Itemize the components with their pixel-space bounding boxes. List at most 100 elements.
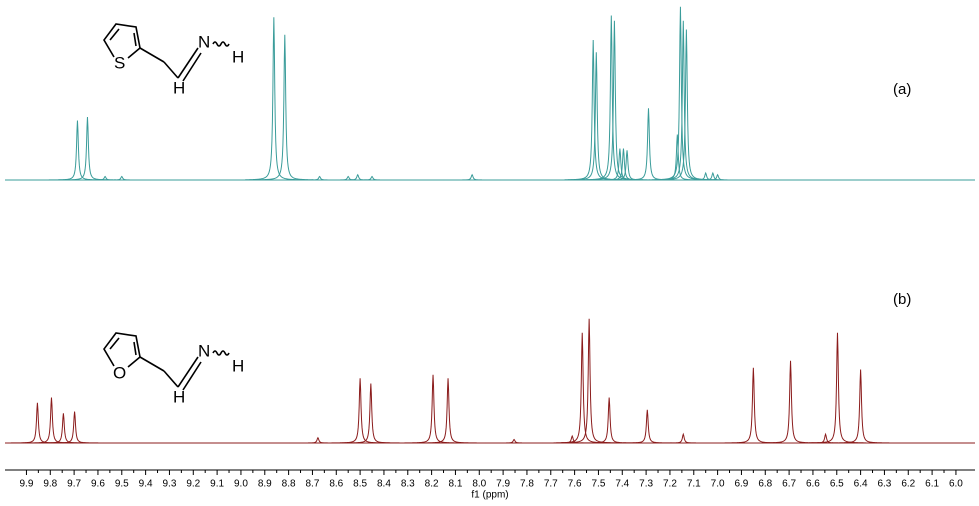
wavy-bond (212, 41, 230, 47)
x-tick-label: 9.3 (162, 479, 176, 490)
x-tick-label: 7.4 (615, 479, 629, 490)
peak (48, 120, 107, 181)
x-tick-label: 6.7 (782, 479, 796, 490)
x-tick-label: 8.2 (425, 479, 439, 490)
x-tick-label: 7.2 (663, 479, 677, 490)
peak (22, 397, 81, 444)
x-tick-label: 7.7 (544, 479, 558, 490)
atom: O (113, 363, 126, 382)
peak (329, 173, 387, 181)
x-tick-label: 6.5 (830, 479, 844, 490)
x-tick-label: 9.0 (234, 479, 248, 490)
peak (598, 150, 656, 181)
x-tick-label: 9.2 (186, 479, 200, 490)
x-tick-label: 6.1 (925, 479, 939, 490)
x-tick-label: 9.7 (67, 479, 81, 490)
bond (177, 356, 199, 388)
bond (177, 47, 199, 79)
double-bond (133, 341, 137, 356)
peak (761, 360, 820, 444)
atom: N (198, 341, 210, 360)
x-tick-label: 6.9 (734, 479, 748, 490)
peak (831, 369, 890, 444)
x-tick-label: 8.3 (401, 479, 415, 490)
double-bond (109, 337, 120, 350)
ring-bond (127, 356, 141, 368)
x-tick-label: 7.3 (639, 479, 653, 490)
x-tick-label: 8.0 (472, 479, 486, 490)
peak (404, 374, 462, 444)
series-label: (b) (893, 291, 911, 308)
x-axis-label: f1 (ppm) (471, 490, 508, 501)
x-tick-label: 9.1 (210, 479, 224, 490)
peak (808, 332, 867, 444)
atom: H (232, 356, 244, 375)
x-tick-label: 7.0 (711, 479, 725, 490)
wavy-bond (212, 350, 230, 356)
peak (343, 175, 401, 181)
atom: H (173, 78, 185, 97)
x-tick-label: 8.5 (353, 479, 367, 490)
peak (58, 116, 117, 181)
x-tick-label: 7.6 (568, 479, 582, 490)
peak (245, 17, 303, 181)
peak (553, 332, 611, 444)
atom: S (114, 53, 125, 72)
x-tick-label: 9.5 (115, 479, 129, 490)
peak (594, 148, 653, 181)
ring-bond (127, 47, 141, 59)
x-tick-label: 7.9 (496, 479, 510, 490)
atom: H (173, 387, 185, 406)
x-tick-label: 9.6 (91, 479, 105, 490)
peak (724, 367, 782, 444)
double-bond (182, 52, 202, 82)
double-bond (133, 32, 137, 47)
peak (331, 378, 389, 444)
x-tick-label: 8.8 (282, 479, 296, 490)
double-bond (182, 361, 202, 391)
peak (689, 173, 747, 181)
peak (443, 173, 501, 181)
bond (139, 47, 165, 63)
x-tick-label: 6.3 (877, 479, 891, 490)
x-tick-label: 6.8 (758, 479, 772, 490)
atom: H (232, 47, 244, 66)
peak (289, 436, 347, 444)
peak (8, 402, 67, 444)
peak (93, 175, 151, 181)
x-tick-label: 6.6 (806, 479, 820, 490)
x-tick-label: 8.7 (305, 479, 319, 490)
ring-bond (103, 332, 141, 367)
ring-bond (103, 23, 141, 58)
x-tick-label: 8.9 (258, 479, 272, 490)
structure-a: S N H H (103, 23, 244, 97)
peak (580, 397, 638, 444)
peak (34, 413, 92, 444)
peak (618, 409, 676, 444)
peak (342, 383, 400, 444)
x-tick-label: 9.9 (19, 479, 33, 490)
bond (163, 370, 179, 388)
x-tick-label: 8.1 (448, 479, 462, 490)
peak (560, 318, 618, 444)
series-label: (a) (893, 81, 911, 98)
peak (419, 378, 477, 444)
atom: N (198, 32, 210, 51)
x-tick-label: 6.0 (949, 479, 963, 490)
x-tick-label: 6.2 (901, 479, 915, 490)
peak (591, 148, 649, 181)
x-tick-label: 9.8 (43, 479, 57, 490)
x-tick-label: 7.1 (687, 479, 701, 490)
x-tick-label: 8.6 (329, 479, 343, 490)
x-tick-label: 6.4 (854, 479, 868, 490)
peak (256, 34, 314, 181)
bond (163, 61, 179, 79)
x-tick-label: 8.4 (377, 479, 391, 490)
structure-b: O N H H (103, 332, 244, 406)
bond (139, 356, 165, 372)
peak (485, 438, 543, 444)
peak (45, 411, 104, 444)
peak (654, 432, 712, 444)
double-bond (109, 28, 120, 41)
